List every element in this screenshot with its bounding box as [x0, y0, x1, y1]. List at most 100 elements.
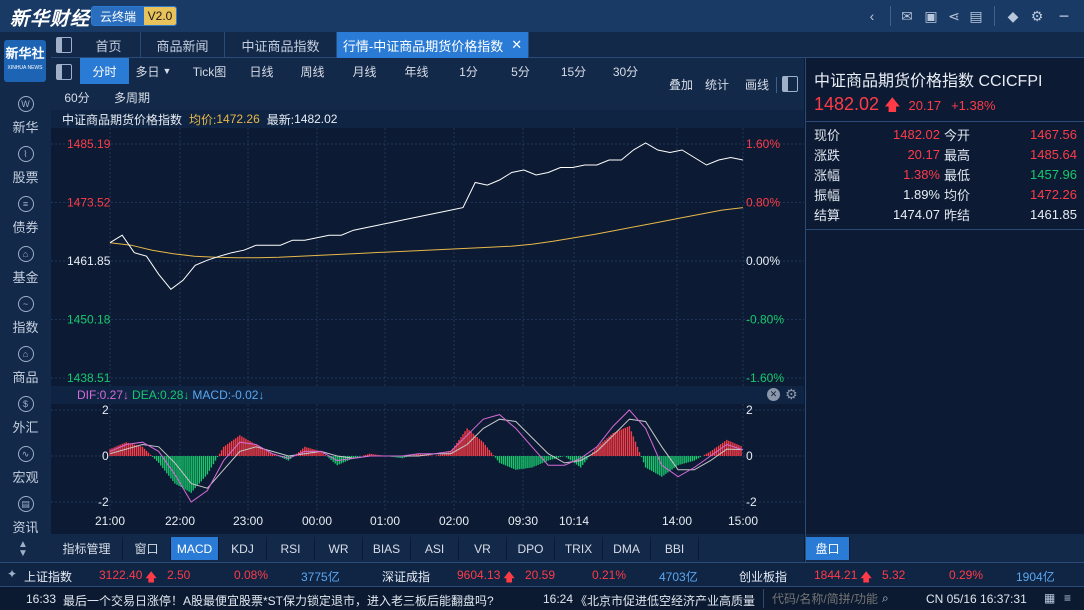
- quote-label: 结算: [814, 207, 841, 223]
- news-icon: ▤: [17, 496, 34, 512]
- sidebar-item-label: 指数: [12, 320, 39, 335]
- sidebar-item-news[interactable]: ▤ 资讯: [0, 496, 51, 542]
- period-month[interactable]: 月线: [352, 64, 377, 79]
- indicator-macd[interactable]: MACD: [171, 537, 219, 560]
- indicator-bbi[interactable]: BBI: [651, 537, 699, 560]
- window-button[interactable]: 窗口: [123, 537, 171, 560]
- indicator-wr[interactable]: WR: [315, 537, 363, 560]
- x-tick-label: 09:30: [508, 514, 538, 528]
- product-badge[interactable]: 云终端 V2.0: [91, 6, 177, 26]
- panel-toggle-icon[interactable]: [56, 37, 72, 53]
- sidebar-item-macro[interactable]: ∿ 宏观: [0, 446, 51, 492]
- y-tick-pct: -0.80%: [746, 313, 784, 327]
- quote-value: 1.38%: [903, 166, 940, 182]
- indicator-rsi[interactable]: RSI: [267, 537, 315, 560]
- indicator-bias[interactable]: BIAS: [363, 537, 411, 560]
- chat-icon[interactable]: ▣: [924, 7, 938, 24]
- close-icon[interactable]: ✕: [511, 37, 523, 52]
- quote-value: 1474.07: [893, 206, 940, 222]
- news-headline[interactable]: 《北京市促进低空经济产业高质量: [575, 594, 756, 608]
- sidebar-item-bonds[interactable]: ≡ 债券: [0, 196, 51, 242]
- tab-commodity-news[interactable]: 商品新闻: [141, 32, 225, 58]
- index-name[interactable]: 深证成指: [382, 570, 431, 584]
- notes-icon[interactable]: ▤: [969, 7, 983, 24]
- news-headline[interactable]: 最后一个交易日涨停！A股最便宜股票*ST保力锁定退市，进入老三板后能翻盘吗?: [63, 594, 494, 608]
- quote-divider: [806, 121, 1084, 122]
- right-tab-bar: 盘口: [805, 534, 1084, 562]
- macd-chart[interactable]: 2 2 0 0 -2 -2: [51, 404, 804, 512]
- period-intraday[interactable]: 分时: [80, 58, 129, 84]
- draw-line-button[interactable]: 画线: [744, 77, 769, 92]
- tab-home[interactable]: 首页: [77, 32, 141, 58]
- close-indicator-icon[interactable]: ✕: [767, 388, 780, 401]
- period-60min[interactable]: 60分: [64, 90, 90, 105]
- period-tick[interactable]: Tick图: [192, 64, 227, 79]
- mail-icon[interactable]: ✉: [901, 7, 913, 24]
- tab-commodity-index[interactable]: 中证商品指数: [225, 32, 337, 58]
- quote-row: 现价 1482.02 今开 1467.56: [814, 124, 1077, 144]
- layout-icon[interactable]: ▦: [1044, 591, 1056, 605]
- period-1min[interactable]: 1分: [459, 64, 478, 79]
- indicator-manager-button[interactable]: 指标管理: [51, 537, 123, 560]
- menu-icon[interactable]: ≡: [1064, 591, 1072, 605]
- indicator-kdj[interactable]: KDJ: [219, 537, 267, 560]
- quote-label: 涨幅: [814, 167, 841, 183]
- arrow-up-icon: 🡅: [884, 97, 901, 114]
- sidebar-item-xinhua[interactable]: W 新华: [0, 96, 51, 142]
- brand-logo[interactable]: 新华社 XINHUA NEWS: [4, 40, 46, 82]
- sidebar-item-commodities[interactable]: ⌂ 商品: [0, 346, 51, 392]
- tab-quote-ccicfpi[interactable]: 行情-中证商品期货价格指数 ✕: [337, 32, 529, 58]
- indicator-settings-icon[interactable]: ⚙: [785, 386, 798, 402]
- index-pct: 0.21%: [592, 568, 627, 582]
- statistics-button[interactable]: 统计: [704, 77, 729, 92]
- indicator-dma[interactable]: DMA: [603, 537, 651, 560]
- period-5min[interactable]: 5分: [511, 64, 530, 79]
- sidebar-scroll-icon[interactable]: ▲ ▼: [18, 539, 28, 559]
- period-multiday[interactable]: 多日 ▼: [129, 58, 178, 84]
- chart-info-line: 中证商品期货价格指数 均价: 1472.26 最新: 1482.02: [51, 110, 804, 128]
- avg-label: 均价:: [189, 112, 217, 127]
- minimize-icon[interactable]: −: [1058, 5, 1070, 26]
- side-panel-toggle-icon[interactable]: [782, 76, 798, 92]
- macd-legend: DIF:0.27↓ DEA:0.28↓ MACD:-0.02↓ ✕ ⚙: [51, 386, 804, 404]
- indicator-asi[interactable]: ASI: [411, 537, 459, 560]
- sidebar-item-forex[interactable]: $ 外汇: [0, 396, 51, 442]
- index-name[interactable]: 创业板指: [739, 570, 788, 584]
- sidebar-item-stocks[interactable]: ⌇ 股票: [0, 146, 51, 192]
- chart-panel-toggle-icon[interactable]: [56, 64, 72, 80]
- news-time: 16:24: [543, 592, 574, 606]
- back-icon[interactable]: ‹: [869, 8, 875, 24]
- skin-icon[interactable]: ◆: [1007, 7, 1019, 24]
- pin-icon[interactable]: ✦: [7, 567, 18, 581]
- overlay-button[interactable]: 叠加: [668, 77, 693, 92]
- sidebar-item-funds[interactable]: ⌂ 基金: [0, 246, 51, 292]
- search-input[interactable]: [772, 591, 882, 606]
- period-day[interactable]: 日线: [249, 64, 274, 79]
- tab-bar: 首页 商品新闻 中证商品指数 行情-中证商品期货价格指数 ✕: [51, 32, 1084, 58]
- index-name[interactable]: 上证指数: [24, 570, 73, 584]
- period-year[interactable]: 年线: [404, 64, 429, 79]
- period-30min[interactable]: 30分: [612, 64, 639, 79]
- indicator-vr[interactable]: VR: [459, 537, 507, 560]
- y-tick-pct: 0.80%: [746, 196, 780, 210]
- indicator-trix[interactable]: TRIX: [555, 537, 603, 560]
- settings-icon[interactable]: ⚙: [1030, 7, 1044, 24]
- macro-icon: ∿: [17, 446, 34, 462]
- sidebar-item-label: 债券: [12, 220, 39, 235]
- x-tick-label: 22:00: [165, 514, 195, 528]
- period-week[interactable]: 周线: [300, 64, 325, 79]
- share-icon[interactable]: ⋖: [948, 7, 960, 24]
- brand-name: 新华社: [5, 46, 45, 61]
- y-tick-label: 1461.85: [67, 254, 111, 268]
- tab-order-book[interactable]: 盘口: [806, 537, 850, 560]
- period-multi-cycle[interactable]: 多周期: [113, 90, 150, 105]
- sidebar-item-label: 资讯: [12, 520, 39, 535]
- intraday-price-chart[interactable]: 1485.19 1.60% 1473.52 0.80% 1461.85 0.00% 1450…: [51, 128, 804, 386]
- indicator-dpo[interactable]: DPO: [507, 537, 555, 560]
- sidebar-item-indexes[interactable]: ~ 指数: [0, 296, 51, 342]
- period-15min[interactable]: 15分: [560, 64, 587, 79]
- search-icon[interactable]: ⌕: [882, 591, 889, 605]
- sidebar-item-label: 宏观: [12, 470, 39, 485]
- quote-label: 今开: [944, 127, 971, 143]
- stock-chart-icon: ⌇: [17, 146, 34, 162]
